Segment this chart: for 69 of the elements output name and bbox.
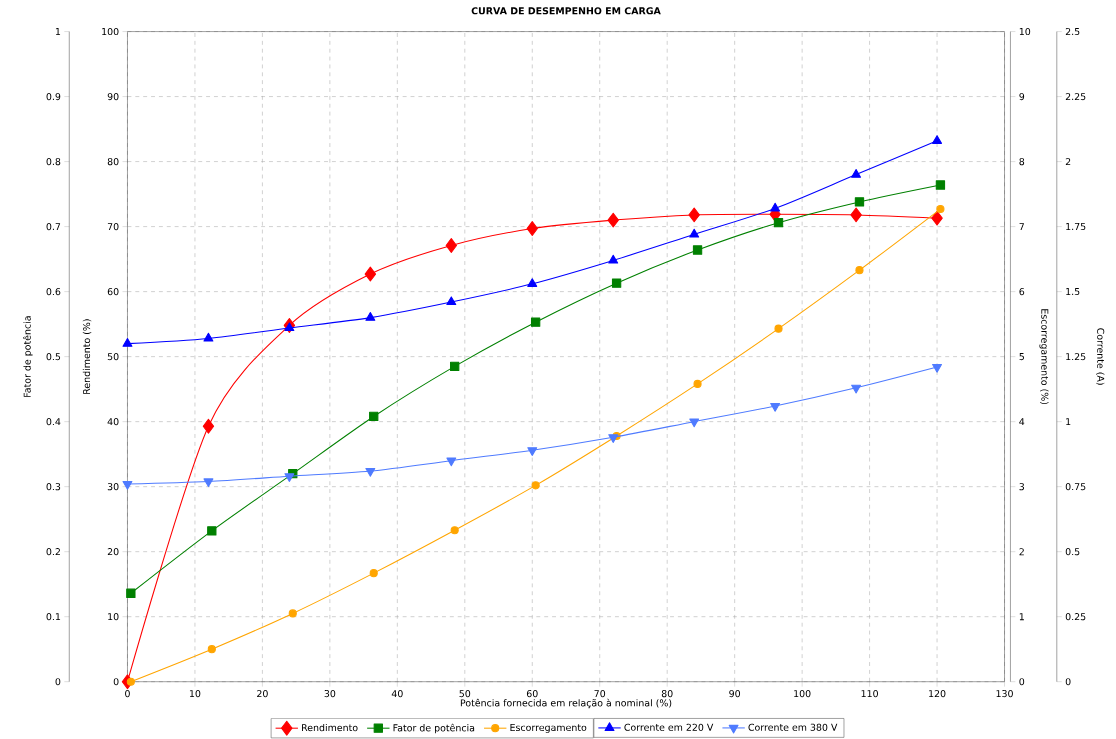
y-tick-label: 20	[107, 548, 119, 556]
legend-label: Rendimento	[302, 723, 358, 732]
y2-tick-label: 0.4	[46, 418, 61, 426]
y3-tick-label: 0	[1019, 678, 1025, 686]
x-tick-label: 60	[526, 690, 538, 698]
y3-axis-title: Escorregamento (%)	[1039, 309, 1049, 405]
y-axis-title: Corrente (A)	[1096, 328, 1105, 385]
y-tick-label: 90	[107, 93, 119, 101]
y-tick-label: 60	[107, 288, 119, 296]
x-tick-label: 30	[324, 690, 336, 698]
x-tick-label: 100	[794, 690, 811, 698]
x-tick-label: 40	[391, 690, 403, 698]
y3-tick-label: 1	[1019, 613, 1024, 621]
y3-tick-label: 6	[1019, 288, 1025, 296]
y-tick-label: 2.5	[1065, 28, 1080, 36]
y3-tick-label: 8	[1019, 158, 1025, 166]
legend-label: Corrente em 380 V	[748, 723, 838, 731]
y-tick-label: 1	[1066, 418, 1071, 426]
y-tick-label: 1.25	[1066, 353, 1086, 361]
x-tick-label: 20	[257, 690, 268, 698]
y2-tick-label: 0.3	[46, 483, 61, 491]
y3-tick-label: 7	[1019, 223, 1024, 231]
legend-label: Fator de potência	[393, 723, 475, 734]
y2-tick-label: 0.8	[46, 158, 61, 166]
x-tick-label: 0	[125, 690, 130, 698]
x-tick-label: 10	[189, 690, 201, 698]
y-tick-label: 50	[107, 353, 119, 361]
y2-tick-label: 0.9	[46, 93, 61, 101]
y-tick-label: 70	[107, 223, 119, 231]
y3-tick-label: 4	[1019, 418, 1025, 426]
x-tick-label: 50	[459, 690, 471, 698]
y3-tick-label: 9	[1019, 93, 1025, 101]
y-tick-label: 0.75	[1065, 483, 1086, 491]
y-tick-label: 0	[1065, 678, 1071, 686]
x-tick-label: 90	[729, 690, 741, 698]
x-tick-label: 110	[861, 690, 878, 698]
y-axis-title: Rendimento (%)	[82, 319, 92, 394]
y-tick-label: 0.25	[1065, 613, 1086, 621]
y-tick-label: 2.25	[1065, 93, 1086, 101]
y3-tick-label: 10	[1019, 28, 1031, 36]
chart-title: CURVA DE DESEMPENHO EM CARGA	[471, 7, 661, 15]
y-tick-label: 10	[108, 613, 119, 621]
y-tick-label: 100	[102, 28, 119, 36]
y-tick-label: 1.5	[1066, 288, 1080, 296]
y2-tick-label: 0	[55, 678, 61, 686]
x-tick-label: 80	[661, 690, 673, 698]
y-tick-label: 80	[107, 158, 119, 166]
y2-tick-label: 1	[55, 28, 61, 36]
y2-tick-label: 0.6	[46, 288, 61, 296]
y-tick-label: 30	[107, 483, 119, 491]
legend-label: Corrente em 220 V	[624, 723, 714, 731]
legend-label: Escorregamento	[510, 724, 587, 733]
x-axis-title: Potência fornecida em relação à nominal (%)	[460, 698, 672, 709]
y-tick-label: 40	[107, 418, 119, 426]
y2-tick-label: 0.5	[46, 353, 61, 361]
y2-axis-title: Fator de potência	[23, 316, 33, 397]
x-tick-label: 120	[929, 690, 946, 698]
y3-tick-label: 5	[1019, 353, 1024, 361]
y-tick-label: 0	[113, 678, 119, 686]
y-tick-label: 2	[1065, 158, 1071, 166]
y2-tick-label: 0.2	[46, 548, 60, 556]
y-tick-label: 1.75	[1066, 223, 1086, 231]
y3-tick-label: 3	[1019, 483, 1025, 491]
y-tick-label: 0.5	[1065, 548, 1080, 556]
x-tick-label: 130	[996, 690, 1013, 698]
x-tick-label: 70	[594, 690, 606, 698]
y2-tick-label: 0.1	[46, 613, 61, 621]
y2-tick-label: 0.7	[46, 223, 61, 231]
y3-tick-label: 2	[1019, 548, 1024, 556]
